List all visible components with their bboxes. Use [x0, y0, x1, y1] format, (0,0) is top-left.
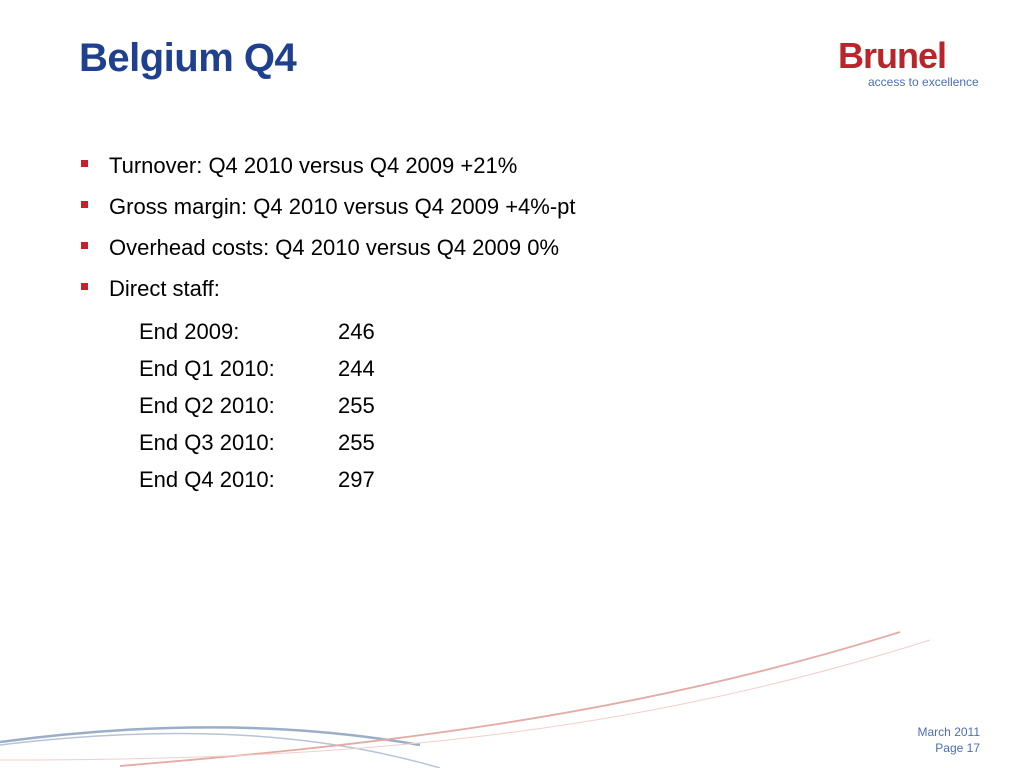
staff-period: End 2009:: [139, 319, 240, 344]
staff-row: End Q3 2010: 255: [139, 424, 439, 461]
square-bullet-icon: [81, 242, 88, 249]
staff-row: End Q2 2010: 255: [139, 387, 439, 424]
square-bullet-icon: [81, 160, 88, 167]
staff-period: End Q4 2010:: [139, 467, 275, 492]
staff-count: 297: [338, 467, 375, 492]
logo-tagline: access to excellence: [868, 75, 979, 89]
staff-row: End 2009: 246: [139, 313, 439, 350]
square-bullet-icon: [81, 201, 88, 208]
staff-period: End Q1 2010:: [139, 356, 275, 381]
staff-period: End Q2 2010:: [139, 393, 275, 418]
slide-title: Belgium Q4: [79, 36, 297, 80]
bullet-text: Direct staff:: [109, 276, 220, 301]
staff-row: End Q1 2010: 244: [139, 350, 439, 387]
footer-page-number: Page 17: [935, 741, 980, 755]
bullet-text: Gross margin: Q4 2010 versus Q4 2009 +4%…: [109, 194, 576, 219]
staff-count: 246: [338, 319, 375, 344]
staff-count: 244: [338, 356, 375, 381]
bullet-text: Turnover: Q4 2010 versus Q4 2009 +21%: [109, 153, 518, 178]
staff-period: End Q3 2010:: [139, 430, 275, 455]
slide-footer: March 2011 Page 17: [918, 724, 980, 756]
direct-staff-table: End 2009: 246 End Q1 2010: 244 End Q2 20…: [139, 313, 439, 498]
bullet-text: Overhead costs: Q4 2010 versus Q4 2009 0…: [109, 235, 560, 260]
logo-wordmark: Brunel: [838, 35, 947, 76]
staff-row: End Q4 2010: 297: [139, 461, 439, 498]
staff-count: 255: [338, 430, 375, 455]
footer-date: March 2011: [917, 725, 980, 739]
brunel-logo: Brunel access to excellence: [838, 38, 988, 98]
square-bullet-icon: [81, 283, 88, 290]
staff-count: 255: [338, 393, 375, 418]
